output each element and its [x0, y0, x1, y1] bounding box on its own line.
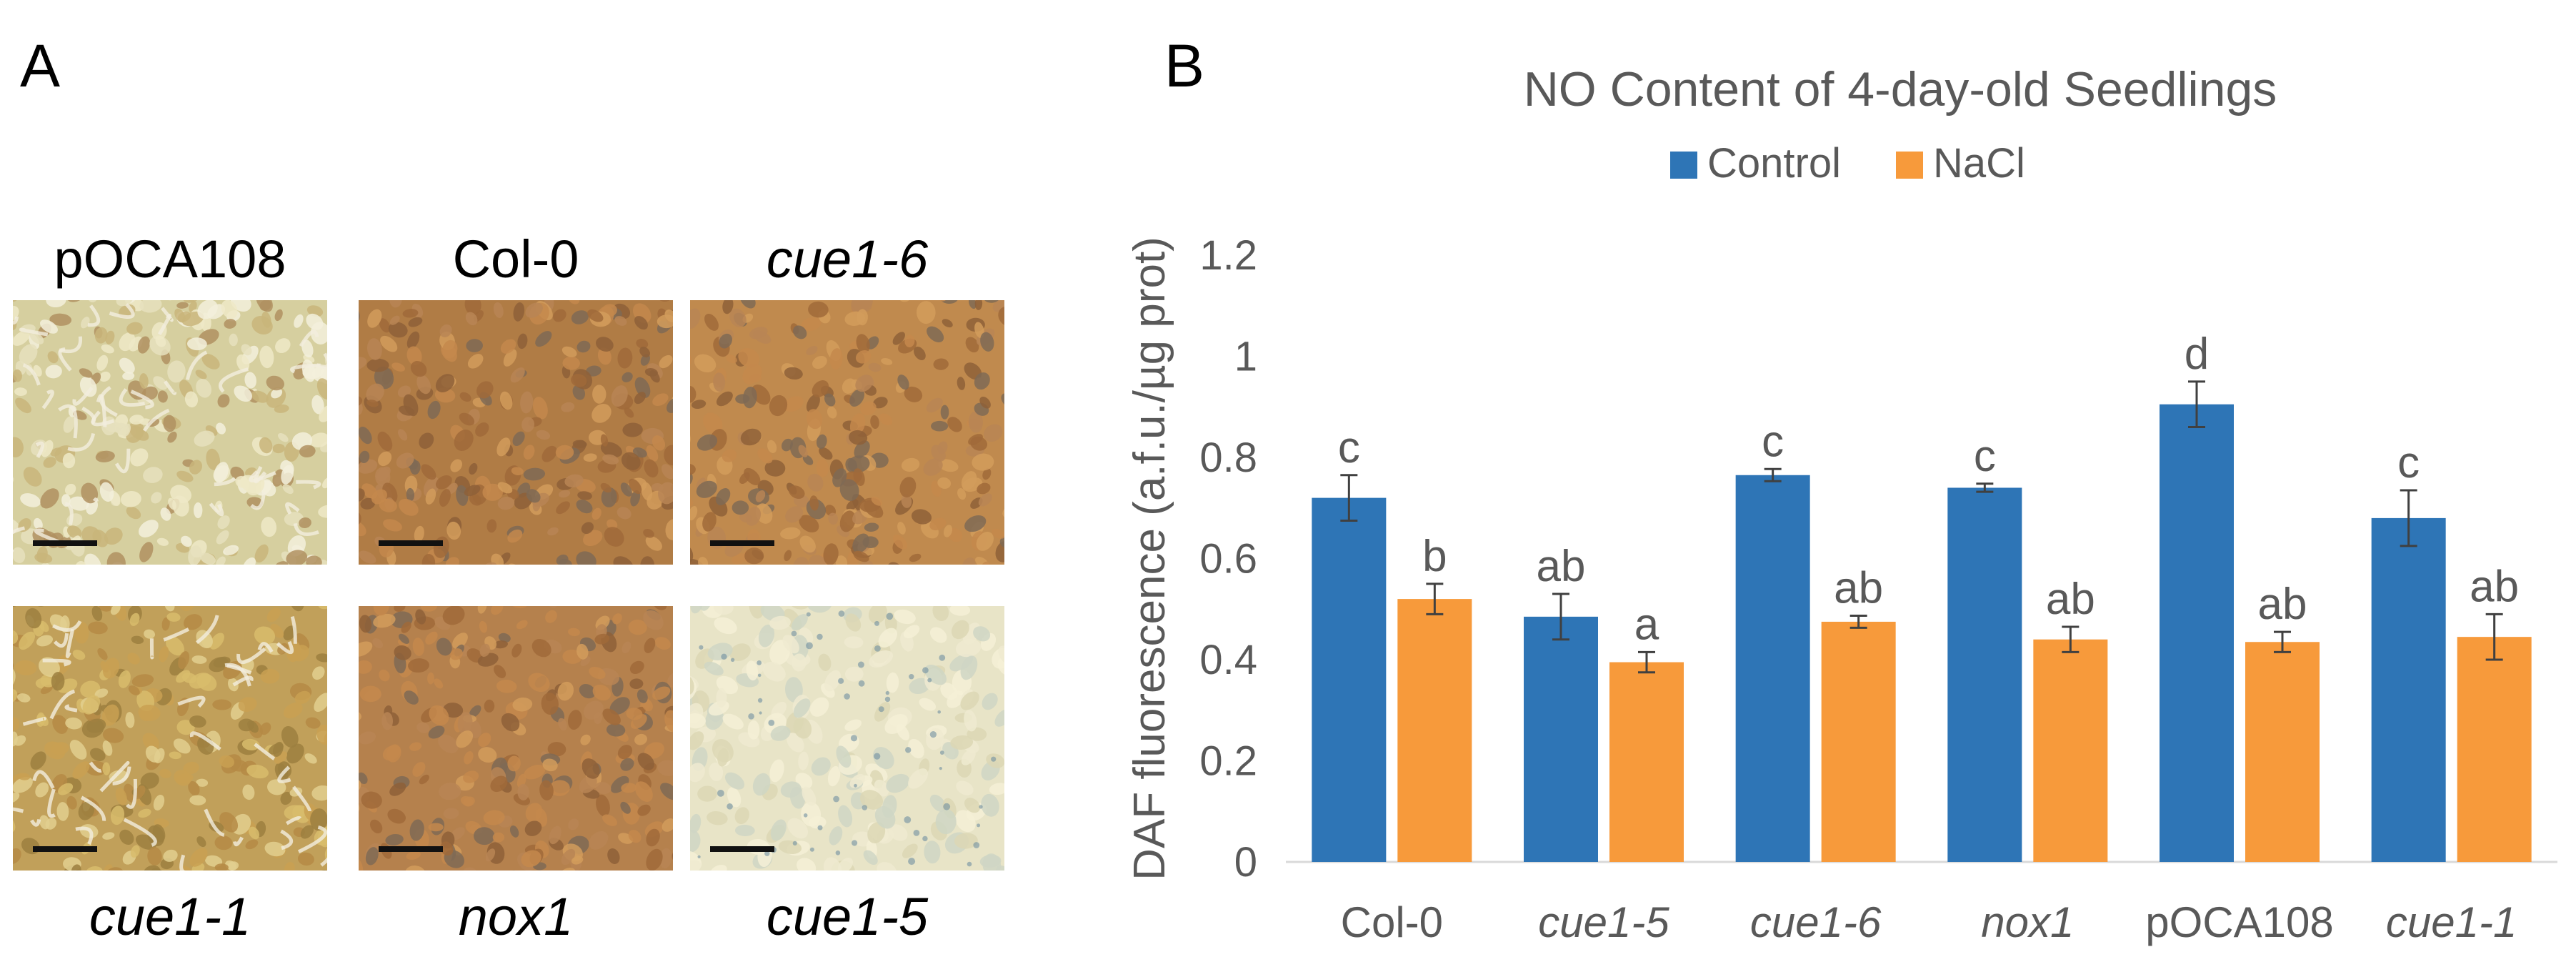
significance-label: ab [2258, 580, 2307, 629]
image-label: cue1-5 [766, 887, 929, 946]
legend-label: Control [1707, 140, 1841, 187]
seedling-photo [13, 606, 327, 871]
chart-legend: Control NaCl [1670, 140, 2025, 187]
y-axis-label: DAF fluorescence (a.f.u./µg prot) [1125, 237, 1174, 881]
seedling-photo [690, 606, 1004, 871]
bar [1821, 621, 1896, 862]
bar [1609, 662, 1684, 862]
legend-label: NaCl [1933, 140, 2025, 187]
bar [2160, 404, 2234, 862]
bar [1312, 497, 1387, 862]
x-tick-label: cue1-5 [1538, 898, 1669, 946]
x-tick-label: cue1-6 [1750, 898, 1882, 946]
bar [2245, 642, 2320, 862]
bar [1397, 599, 1472, 862]
y-tick-label: 0.2 [1199, 738, 1257, 785]
scale-bar [33, 540, 97, 546]
y-tick-label: 1.2 [1199, 232, 1257, 279]
bar [1947, 487, 2022, 862]
y-tick-label: 0 [1234, 839, 1257, 886]
x-tick-label: cue1-1 [2386, 898, 2517, 946]
y-tick-label: 0.8 [1199, 435, 1257, 481]
significance-label: ab [2046, 575, 2095, 624]
panel-a-letter: A [20, 32, 61, 99]
image-label: nox1 [458, 887, 574, 946]
x-tick-label: pOCA108 [2145, 898, 2334, 946]
significance-label: ab [2470, 562, 2519, 611]
significance-label: c [1762, 417, 1784, 466]
significance-label: c [1974, 432, 1996, 481]
significance-label: c [1338, 423, 1360, 472]
scale-bar [710, 540, 774, 546]
scale-bar [710, 846, 774, 852]
bar-chart: NO Content of 4-day-old Seedlings Contro… [1125, 62, 2557, 946]
seedling-photo [359, 606, 673, 871]
legend-swatch [1670, 152, 1697, 179]
chart-title: NO Content of 4-day-old Seedlings [1524, 62, 2277, 116]
bar [2457, 637, 2532, 862]
significance-label: b [1422, 532, 1447, 581]
scale-bar [379, 540, 443, 546]
seedling-photo [359, 300, 673, 565]
x-tick-label: Col-0 [1341, 898, 1443, 946]
bar [2033, 639, 2108, 862]
bar [2371, 517, 2446, 862]
significance-label: ab [1537, 542, 1586, 591]
x-tick-label: nox1 [1981, 898, 2074, 946]
seedling-photo [13, 300, 327, 565]
legend-swatch [1896, 152, 1923, 179]
x-axis-ticks: Col-0 cue1-5 cue1-6 nox1 pOCA108 cue1-1 [1341, 898, 2517, 946]
significance-label: ab [1834, 563, 1883, 613]
image-label: pOCA108 [54, 229, 286, 289]
seedling-photo [690, 300, 1004, 565]
y-tick-label: 1 [1234, 334, 1257, 380]
significance-label: d [2185, 329, 2209, 379]
image-label: cue1-6 [766, 229, 929, 289]
significance-label: a [1634, 600, 1659, 649]
bar [1735, 475, 1810, 862]
y-axis-ticks: 0 0.2 0.4 0.6 0.8 1 1.2 [1199, 232, 1257, 886]
image-label: Col-0 [452, 229, 579, 289]
panel-b-letter: B [1164, 32, 1205, 99]
significance-label: c [2397, 438, 2420, 487]
scale-bar [33, 846, 97, 852]
y-tick-label: 0.4 [1199, 637, 1257, 683]
scale-bar [379, 846, 443, 852]
bar [1524, 616, 1598, 862]
image-label: cue1-1 [89, 887, 251, 946]
y-tick-label: 0.6 [1199, 536, 1257, 582]
